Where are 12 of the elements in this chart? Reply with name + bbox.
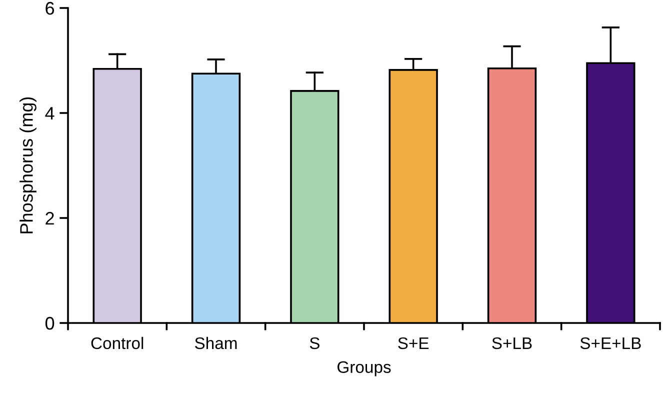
x-tick-label: Sham — [194, 336, 237, 350]
y-tick-label: 4 — [45, 107, 54, 120]
y-tick-label: 2 — [46, 212, 54, 225]
x-tick-label: S+LB — [492, 337, 532, 350]
y-axis-title: Phosphorus (mg) — [20, 97, 36, 234]
x-axis-title: Groups — [338, 361, 391, 376]
x-tick-label: S+E+LB — [580, 337, 641, 350]
y-tick-label: 0 — [45, 316, 54, 330]
x-tick-label: S+E — [398, 337, 429, 350]
y-tick-label: 6 — [46, 2, 54, 15]
x-tick-label: Control — [91, 336, 144, 350]
x-tick-label: S — [310, 337, 320, 350]
